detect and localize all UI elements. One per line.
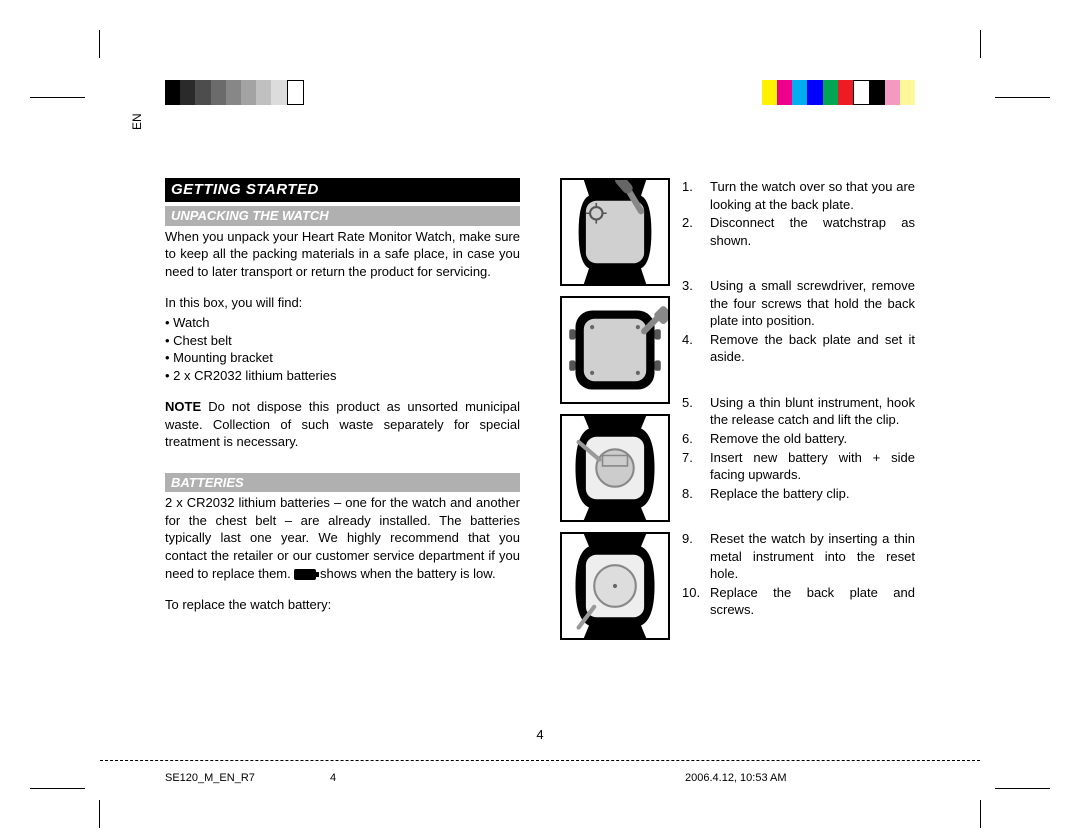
illustration-step-2: [560, 296, 670, 404]
page-content: GETTING STARTED UNPACKING THE WATCH When…: [165, 178, 915, 738]
low-battery-icon: [294, 569, 316, 580]
color-swatch: [256, 80, 271, 105]
box-item: Mounting bracket: [165, 349, 520, 367]
instruction-step: Remove the back plate and set it aside.: [682, 331, 915, 366]
color-swatch: [762, 80, 777, 105]
instruction-step: Disconnect the watchstrap as shown.: [682, 214, 915, 249]
note-text: Do not dispose this product as unsorted …: [165, 399, 520, 449]
batteries-paragraph: 2 x CR2032 lithium batteries – one for t…: [165, 494, 520, 582]
page-number: 4: [536, 727, 543, 742]
illustration-step-3: [560, 414, 670, 522]
color-swatch: [838, 80, 853, 105]
footer-divider: [100, 760, 980, 761]
illustration-column: [560, 178, 670, 738]
box-contents-list: WatchChest beltMounting bracket2 x CR203…: [165, 314, 520, 384]
box-contents-intro: In this box, you will find:: [165, 294, 520, 312]
color-swatch: [823, 80, 838, 105]
instruction-step: Insert new battery with + side facing up…: [682, 449, 915, 484]
color-swatch: [287, 80, 304, 105]
instruction-step: Turn the watch over so that you are look…: [682, 178, 915, 213]
heading-batteries: BATTERIES: [165, 473, 520, 493]
color-swatch: [885, 80, 900, 105]
box-item: Chest belt: [165, 332, 520, 350]
illustration-step-4: [560, 532, 670, 640]
replace-intro: To replace the watch battery:: [165, 596, 520, 614]
unpacking-paragraph: When you unpack your Heart Rate Monitor …: [165, 228, 520, 281]
footer-timestamp: 2006.4.12, 10:53 AM: [685, 772, 787, 784]
footer-doc-id: SE120_M_EN_R7: [165, 772, 255, 784]
instruction-step: Replace the battery clip.: [682, 485, 915, 503]
instruction-step: Reset the watch by inserting a thin meta…: [682, 530, 915, 583]
color-swatch: [180, 80, 195, 105]
color-swatch: [807, 80, 822, 105]
footer-page: 4: [330, 772, 336, 784]
batteries-text-b: shows when the battery is low.: [320, 566, 496, 581]
color-swatch: [900, 80, 915, 105]
instruction-column: Turn the watch over so that you are look…: [682, 178, 915, 738]
color-registration-bar: [165, 80, 915, 105]
heading-getting-started: GETTING STARTED: [165, 178, 520, 202]
instruction-step: Replace the back plate and screws.: [682, 584, 915, 619]
box-item: Watch: [165, 314, 520, 332]
heading-unpacking: UNPACKING THE WATCH: [165, 206, 520, 226]
note-label: NOTE: [165, 399, 201, 414]
instruction-step: Using a thin blunt instrument, hook the …: [682, 394, 915, 429]
color-swatch: [226, 80, 241, 105]
disposal-note: NOTE Do not dispose this product as unso…: [165, 398, 520, 451]
color-swatch: [271, 80, 286, 105]
color-swatch: [241, 80, 256, 105]
color-swatch: [211, 80, 226, 105]
box-item: 2 x CR2032 lithium batteries: [165, 367, 520, 385]
illustration-step-1: [560, 178, 670, 286]
instruction-step: Using a small screwdriver, remove the fo…: [682, 277, 915, 330]
color-swatch: [792, 80, 807, 105]
color-swatch: [870, 80, 885, 105]
color-swatch: [777, 80, 792, 105]
color-swatch: [195, 80, 210, 105]
instruction-step: Remove the old battery.: [682, 430, 915, 448]
color-swatch: [165, 80, 180, 105]
color-swatch: [853, 80, 870, 105]
language-tab: EN: [130, 113, 144, 130]
